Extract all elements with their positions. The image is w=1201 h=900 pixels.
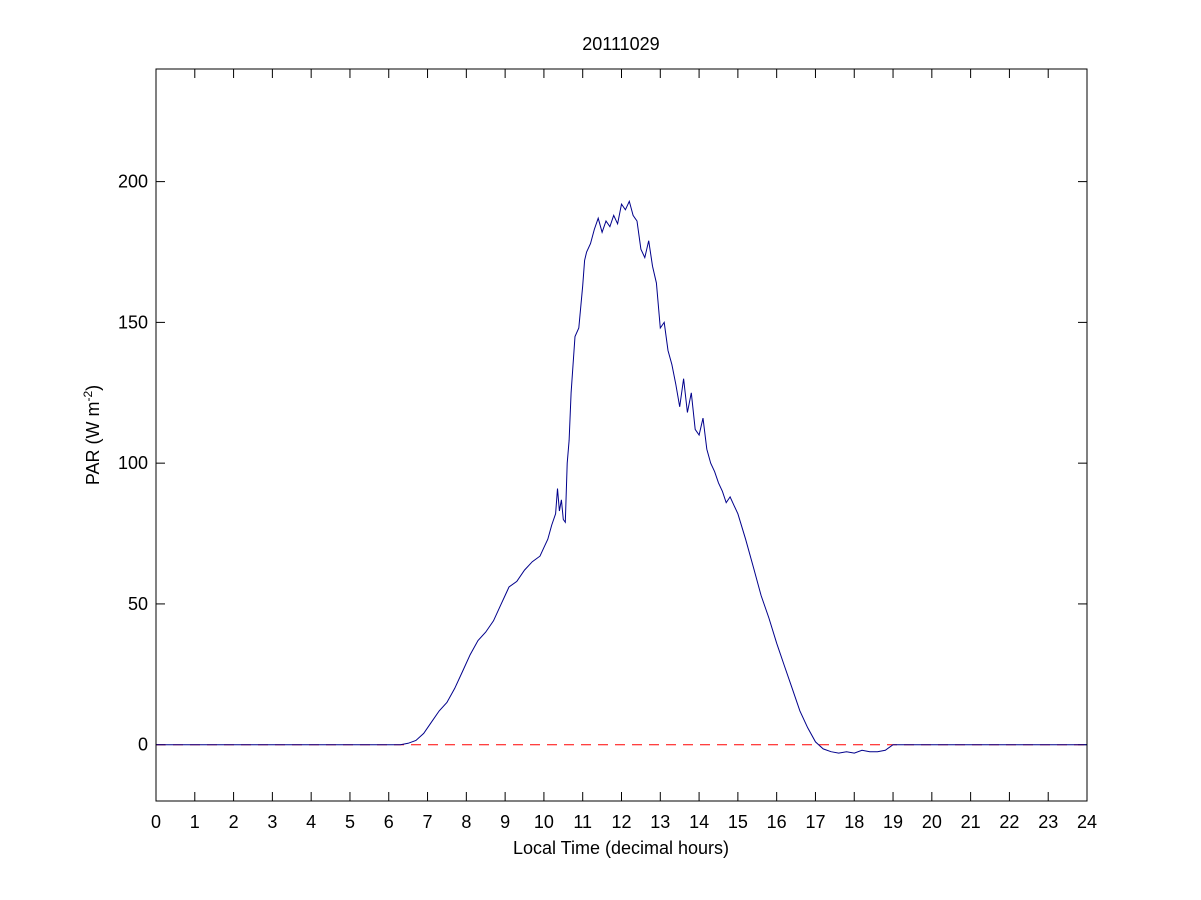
y-tick-label: 200 [118,172,148,192]
y-tick-label: 50 [128,594,148,614]
x-tick-label: 22 [999,812,1019,832]
x-tick-label: 14 [689,812,709,832]
x-tick-label: 24 [1077,812,1097,832]
y-axis-label: PAR (W m-2) [81,385,103,485]
y-axis-label-end: ) [83,385,103,391]
par-series-line [156,199,1087,754]
x-tick-label: 1 [190,812,200,832]
x-tick-label: 20 [922,812,942,832]
plot-frame [155,68,1088,802]
x-tick-label: 15 [728,812,748,832]
chart-title: 20111029 [582,34,659,54]
y-tick-label: 0 [138,735,148,755]
x-tick-label: 16 [767,812,787,832]
x-tick-label: 8 [461,812,471,832]
x-tick-label: 13 [650,812,670,832]
y-tick-label: 100 [118,453,148,473]
x-axis-label: Local Time (decimal hours) [513,838,729,858]
x-tick-label: 0 [151,812,161,832]
x-tick-label: 12 [611,812,631,832]
y-tick-label: 150 [118,312,148,332]
x-tick-label: 7 [423,812,433,832]
x-tick-label: 3 [267,812,277,832]
y-axis-label-sup: -2 [81,391,95,402]
x-tick-label: 18 [844,812,864,832]
x-tick-label: 9 [500,812,510,832]
x-tick-label: 4 [306,812,316,832]
y-axis-label-base: PAR (W m [83,402,103,486]
x-tick-label: 6 [384,812,394,832]
x-tick-label: 21 [961,812,981,832]
x-tick-label: 11 [573,812,592,832]
x-tick-label: 19 [883,812,903,832]
axis-ticks: 0 1 2 3 4 5 6 7 8 9 10 11 12 13 14 15 16 17 18 19 20 21 22 23 24… [118,69,1097,832]
x-tick-label: 2 [229,812,239,832]
x-tick-label: 23 [1038,812,1058,832]
x-tick-label: 5 [345,812,355,832]
x-tick-label: 10 [534,812,554,832]
x-tick-label: 17 [805,812,825,832]
plot-area [156,69,1087,801]
